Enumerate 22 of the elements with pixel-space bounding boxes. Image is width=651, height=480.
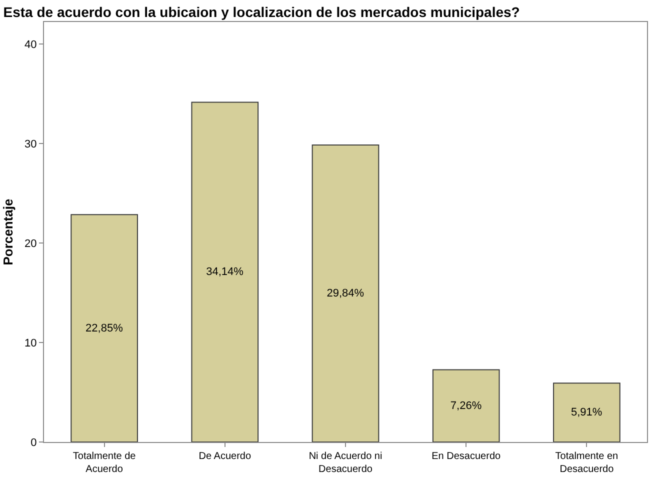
- y-tick-label: 20: [24, 238, 37, 250]
- x-tick-label: En Desacuerdo: [432, 451, 501, 462]
- data-label: 7,26%: [450, 400, 482, 412]
- bar: [312, 144, 380, 442]
- y-tick-label: 0: [30, 436, 37, 449]
- y-tick-label: 10: [24, 337, 37, 350]
- bar: [553, 382, 620, 442]
- bar: [191, 102, 259, 442]
- y-tick-label: 30: [24, 138, 37, 150]
- data-label: 22,85%: [86, 322, 124, 334]
- x-tick-label: Ni de Acuerdo ni Desacuerdo: [308, 451, 382, 475]
- x-tick-label: Totalmente de Acuerdo: [72, 451, 136, 475]
- data-label: 34,14%: [206, 266, 244, 278]
- data-label: 5,91%: [571, 406, 602, 419]
- data-label: 29,84%: [326, 288, 364, 300]
- chart-title: Esta de acuerdo con la ubicaion y localizacion de los mercados municipales?: [3, 4, 520, 20]
- y-axis-title: Porcentaje: [0, 198, 16, 266]
- bar: [70, 214, 138, 442]
- bar: [432, 369, 500, 442]
- y-tick-label: 40: [24, 38, 37, 51]
- x-tick-label: Totalmente en Desacuerdo: [555, 451, 618, 475]
- x-tick-label: De Acuerdo: [198, 451, 252, 462]
